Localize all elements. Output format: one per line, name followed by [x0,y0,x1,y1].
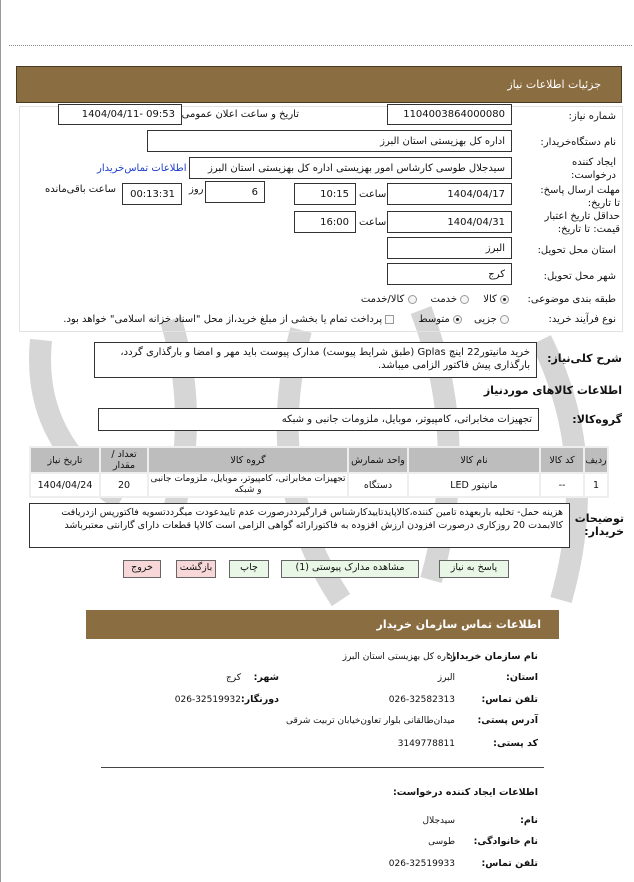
col-unit: واحد شمارش [349,448,407,472]
announce-label: تاریخ و ساعت اعلان عمومی: [178,109,299,120]
process-medium-radio[interactable]: متوسط [418,313,462,326]
creator-label: ایجاد کننده درخواست: [571,157,616,181]
org-value: اداره کل بهزیستی استان البرز [342,652,455,662]
need-number-field[interactable]: 1104003864000080 [387,104,512,125]
category-goods-radio[interactable]: کالا [483,293,509,306]
print-button[interactable]: چاپ [229,560,269,578]
need-number-label: شماره نیاز: [568,111,617,122]
deadline-label: مهلت ارسال پاسخ: تا تاریخ: [540,185,620,209]
fax-label: دورنگار: [240,694,279,705]
process-radio-group: جزیی متوسط پرداخت تمام یا بخشی از مبلغ خ… [63,313,509,326]
phone-label: تلفن تماس: [481,694,538,705]
description-label: شرح کلی‌نیاز: [547,352,622,365]
address-value: میدان‌طالقانی بلوار تعاون‌خیابان تربیت ش… [285,716,455,726]
province-contact-label: استان: [506,672,538,683]
col-qty: تعداد / مقدار [101,448,147,472]
col-date: تاریخ نیاز [31,448,99,472]
col-code: کد کالا [541,448,583,472]
deadline-time-field[interactable]: 10:15 [294,183,356,205]
description-field: خرید مانیتور22 اینچ Gplas (طبق شرایط پیو… [94,342,537,378]
buyer-label: نام دستگاه‌خریدار: [540,137,616,148]
reply-button[interactable]: پاسخ به نیاز [439,560,509,578]
cell-group: تجهیزات مخابراتی، کامپیوتر، موبایل، ملزو… [149,474,347,496]
name-value: سیدجلال [422,816,455,826]
postal-label: کد پستی: [493,738,538,749]
cell-date: 1404/04/24 [31,474,99,496]
back-button[interactable]: بازگشت [176,560,216,578]
category-both-radio[interactable]: کالا/خدمت [361,293,417,306]
treasury-checkbox[interactable]: پرداخت تمام یا بخشی از مبلغ خرید،از محل … [63,313,395,326]
process-minor-radio[interactable]: جزیی [474,313,509,326]
exit-button[interactable]: خروج [123,560,161,578]
divider [9,45,632,46]
family-label: نام خانوادگی: [473,836,538,847]
notes-field: هزینه حمل- تخلیه باربعهده تامین کننده،کا… [29,503,570,548]
contact-section-title: اطلاعات تماس سازمان خریدار [86,610,559,639]
validity-time-label: ساعت [359,217,387,228]
category-radio-group: کالا خدمت کالا/خدمت [361,293,509,306]
city-field[interactable]: کرج [387,263,512,285]
divider [101,767,544,768]
details-panel [19,106,623,332]
category-service-radio[interactable]: خدمت [431,293,470,306]
remaining-label: ساعت باقی‌مانده [45,184,117,195]
validity-label: حداقل تاریخ اعتبار قیمت: تا تاریخ: [544,211,620,235]
validity-date-field[interactable]: 1404/04/31 [387,211,512,233]
cell-unit: دستگاه [349,474,407,496]
name-label: نام: [520,815,538,826]
postal-value: 3149778811 [397,739,455,749]
address-label: آدرس پستی: [477,715,538,726]
creator-phone-value: 026-32519933 [388,859,455,869]
category-label: طبقه بندی موضوعی: [527,294,616,305]
cell-code: -- [541,474,583,496]
org-label: نام سازمان خریدار: [447,651,538,662]
table-row: 1 -- مانیتور LED دستگاه تجهیزات مخابراتی… [31,474,607,496]
goods-heading: اطلاعات کالاهای موردنیاز [483,384,622,397]
family-value: طوسی [428,837,455,847]
table-header: ردیف کد کالا نام کالا واحد شمارش گروه کا… [31,448,607,472]
validity-time-field[interactable]: 16:00 [294,211,356,233]
col-row: ردیف [585,448,607,472]
announce-field[interactable]: 1404/04/11- 09:53 [58,104,182,125]
attachments-button[interactable]: مشاهده مدارک پیوستی (1) [281,560,419,578]
deadline-date-field[interactable]: 1404/04/17 [387,183,512,205]
days-label: روز [189,184,204,195]
phone-value: 026-32582313 [388,695,455,705]
city-contact-label: شهر: [253,672,279,683]
col-name: نام کالا [409,448,539,472]
notes-label: توضیحات خریدار: [574,512,624,538]
buyer-field[interactable]: اداره کل بهزیستی استان البرز [147,130,512,152]
cell-row: 1 [585,474,607,496]
creator-phone-label: تلفن تماس: [481,858,538,869]
creator-heading: اطلاعات ایجاد کننده درخواست: [392,787,538,798]
deadline-time-label: ساعت [359,189,387,200]
province-field[interactable]: البرز [387,237,512,259]
province-contact-value: البرز [437,673,455,683]
process-label: نوع فرآیند خرید: [548,314,617,325]
cell-name: مانیتور LED [409,474,539,496]
page-title: جزئیات اطلاعات نیاز [16,66,622,103]
col-group: گروه کالا [149,448,347,472]
days-field[interactable]: 6 [205,181,265,203]
remaining-field[interactable]: 00:13:31 [122,183,182,205]
fax-value: 026-32519932 [174,695,241,705]
goods-table: ردیف کد کالا نام کالا واحد شمارش گروه کا… [29,446,609,498]
goods-group-label: گروه‌کالا: [572,413,622,426]
city-label: شهر محل تحویل: [543,271,616,282]
creator-field[interactable]: سیدجلال طوسی کارشاس امور بهزیستی اداره ک… [189,157,512,179]
cell-qty: 20 [101,474,147,496]
goods-group-field: تجهیزات مخابراتی، کامپیوتر، موبایل، ملزو… [98,408,539,431]
province-label: استان محل تحویل: [537,245,616,256]
buyer-contact-link[interactable]: اطلاعات تماس‌خریدار [97,163,187,174]
city-contact-value: کرج [225,673,241,683]
